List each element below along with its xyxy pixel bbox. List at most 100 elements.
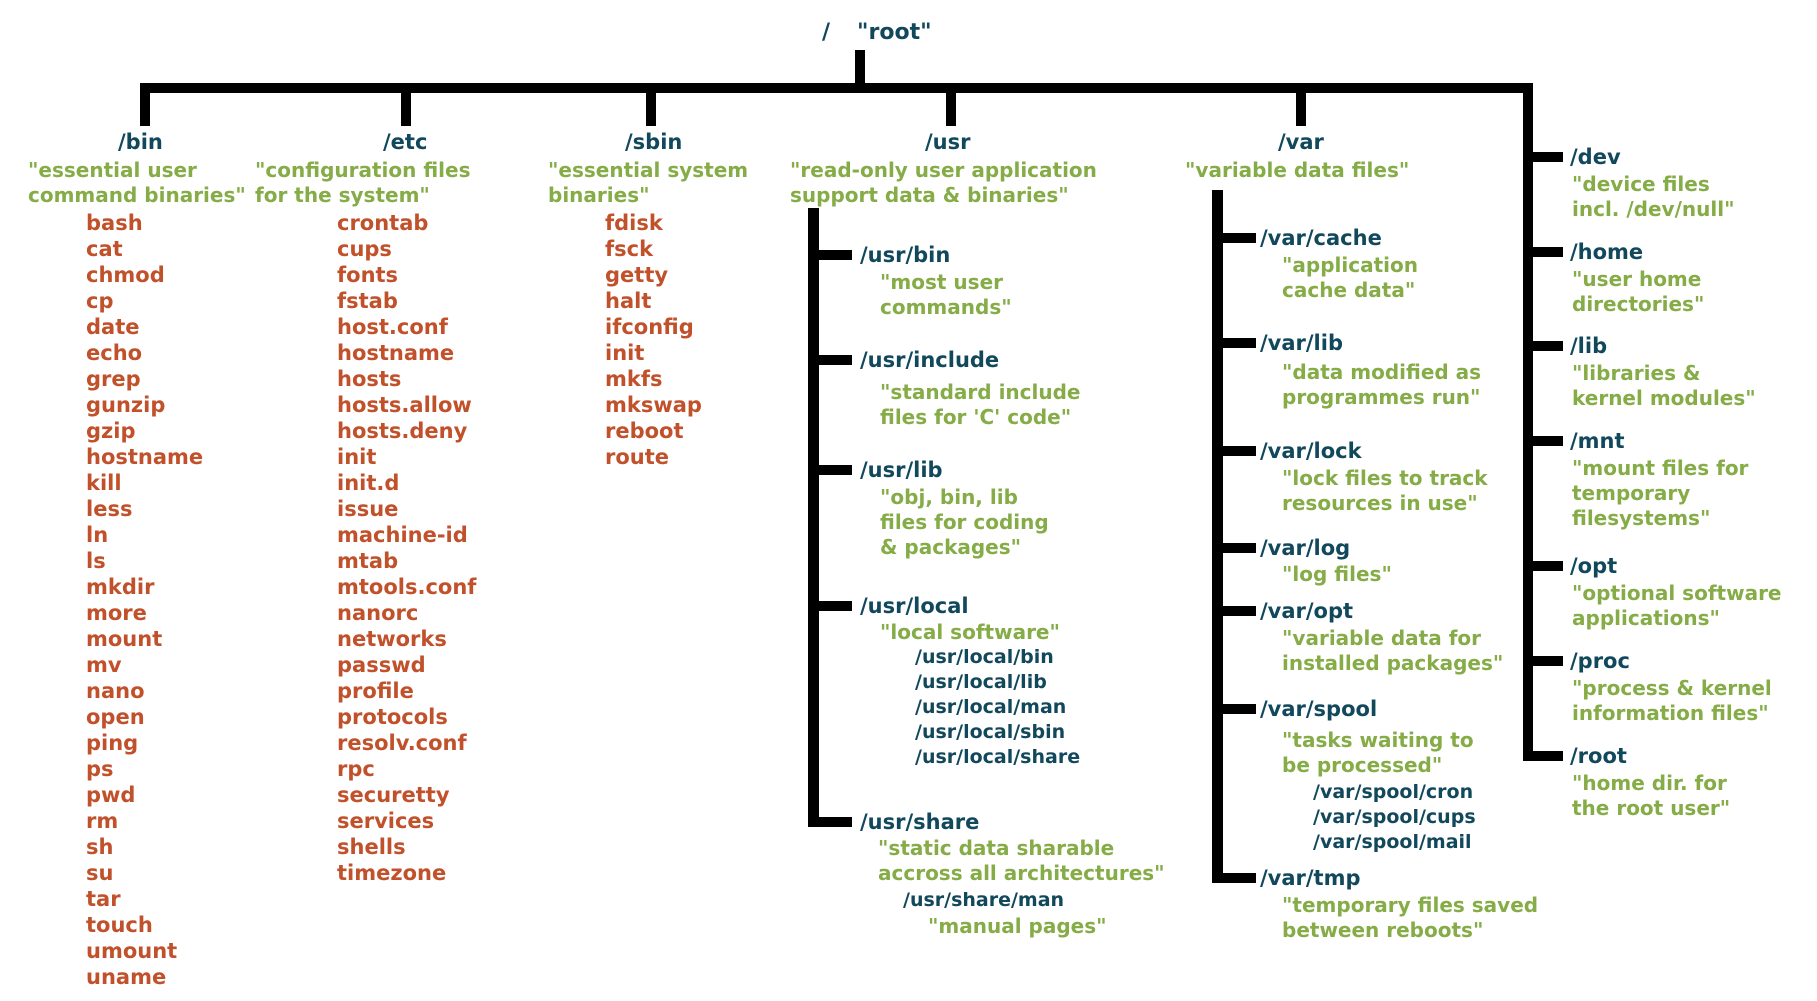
connector-drop-etc: [401, 93, 411, 126]
file-item: cups: [337, 237, 392, 261]
desc-line: "variable data for: [1282, 626, 1482, 650]
subpath-list-var-spool: /var/spool/cron/var/spool/cups/var/spool…: [1313, 780, 1476, 855]
file-item: networks: [337, 627, 447, 651]
file-list-sbin: fdisk fsck getty halt ifconfig init mkfs mkswap…: [605, 210, 702, 470]
file-list-bin: bash cat chmod cp date echo grep gunzip gzip host…: [86, 210, 203, 990]
file-item: shells: [337, 835, 406, 859]
subpath-item: /usr/local/sbin: [915, 721, 1066, 743]
file-item: init: [605, 341, 645, 365]
file-item: cat: [86, 237, 123, 261]
file-item: gzip: [86, 419, 136, 443]
dir-label-var-lock: /var/lock: [1260, 439, 1362, 463]
file-item: nanorc: [337, 601, 419, 625]
connector-usr-line: [808, 208, 819, 827]
desc-line: command binaries": [28, 183, 246, 207]
file-item: umount: [86, 939, 178, 963]
file-item: sh: [86, 835, 114, 859]
file-item: gunzip: [86, 393, 166, 417]
subpath-item: /usr/local/share: [915, 746, 1081, 768]
dir-desc-var-lock: "lock files to track resources in use": [1282, 466, 1488, 516]
dir-label-usr-share: /usr/share: [860, 810, 980, 834]
connector-tick-usr-lib: [808, 465, 852, 475]
connector-tick-home: [1523, 247, 1563, 257]
dir-label-etc: /etc: [383, 130, 428, 154]
connector-drop-sbin: [646, 93, 656, 126]
file-item: mkfs: [605, 367, 663, 391]
dir-label-var-opt: /var/opt: [1260, 599, 1354, 623]
file-item: getty: [605, 263, 669, 287]
file-item: less: [86, 497, 133, 521]
dir-desc-var-tmp: "temporary files saved between reboots": [1282, 893, 1538, 943]
desc-line: "log files": [1282, 562, 1392, 586]
subpath-item: /var/spool/cups: [1313, 806, 1476, 828]
subpath-item: /var/spool/mail: [1313, 831, 1472, 853]
dir-desc-sbin: "essential system binaries": [548, 158, 748, 208]
subpath-desc-usr-share: "manual pages": [928, 914, 1107, 939]
dir-label-mnt: /mnt: [1570, 429, 1625, 453]
file-item: mv: [86, 653, 122, 677]
desc-line: "local software": [880, 620, 1060, 644]
subpath-item: /var/spool/cron: [1313, 781, 1474, 803]
desc-line: "home dir. for: [1572, 771, 1727, 795]
desc-line: "lock files to track: [1282, 466, 1488, 490]
dir-label-root: /root: [1570, 744, 1627, 768]
dir-label-var-lib: /var/lib: [1260, 331, 1343, 355]
file-item: fsck: [605, 237, 654, 261]
file-item: hostname: [86, 445, 204, 469]
file-item: resolv.conf: [337, 731, 467, 755]
dir-label-usr-bin: /usr/bin: [860, 243, 951, 267]
desc-line: installed packages": [1282, 651, 1504, 675]
file-item: timezone: [337, 861, 447, 885]
connector-tick-mnt: [1523, 436, 1563, 446]
desc-line: temporary: [1572, 481, 1691, 505]
dir-desc-usr: "read-only user application support data …: [790, 158, 1097, 208]
dir-desc-etc: "configuration files for the system": [255, 158, 471, 208]
desc-line: files for coding: [880, 510, 1049, 534]
file-item: nano: [86, 679, 145, 703]
desc-line: "application: [1282, 253, 1419, 277]
dir-desc-usr-share: "static data sharable accross all archite…: [878, 836, 1165, 886]
file-item: mkswap: [605, 393, 702, 417]
dir-desc-home: "user home directories": [1572, 267, 1704, 317]
subpath-list-usr-local: /usr/local/bin/usr/local/lib/usr/local/m…: [915, 645, 1080, 770]
file-item: profile: [337, 679, 414, 703]
file-item: ping: [86, 731, 139, 755]
file-item: rm: [86, 809, 119, 833]
desc-line: resources in use": [1282, 491, 1478, 515]
desc-line: between reboots": [1282, 918, 1484, 942]
connector-top-bar: [140, 83, 1533, 93]
root-path-label: /: [822, 20, 831, 45]
connector-drop-usr: [946, 93, 956, 126]
dir-desc-root: "home dir. for the root user": [1572, 771, 1730, 821]
desc-line: "manual pages": [928, 914, 1107, 938]
file-item: fdisk: [605, 211, 663, 235]
dir-desc-var-log: "log files": [1282, 562, 1392, 587]
file-item: cp: [86, 289, 114, 313]
file-item: hostname: [337, 341, 455, 365]
dir-label-opt: /opt: [1570, 554, 1618, 578]
dir-desc-dev: "device files incl. /dev/null": [1572, 172, 1735, 222]
connector-tick-var-tmp: [1212, 873, 1256, 883]
file-item: date: [86, 315, 140, 339]
connector-tick-opt: [1523, 561, 1563, 571]
dir-desc-usr-lib: "obj, bin, lib files for coding & packages…: [880, 485, 1049, 560]
connector-tick-proc: [1523, 656, 1563, 666]
connector-tick-var-spool: [1212, 704, 1256, 714]
file-item: ls: [86, 549, 106, 573]
dir-desc-var-spool: "tasks waiting to be processed": [1282, 728, 1474, 778]
file-item: rpc: [337, 757, 375, 781]
file-item: fstab: [337, 289, 398, 313]
file-item: hosts: [337, 367, 402, 391]
connector-drop-var: [1296, 93, 1306, 126]
desc-line: information files": [1572, 701, 1769, 725]
connector-tick-lib: [1523, 341, 1563, 351]
dir-label-usr-lib: /usr/lib: [860, 458, 943, 482]
subpath-item: /usr/local/bin: [915, 646, 1054, 668]
connector-tick-dev: [1523, 152, 1563, 162]
file-item: ps: [86, 757, 114, 781]
dir-desc-opt: "optional software applications": [1572, 581, 1782, 631]
file-item: grep: [86, 367, 141, 391]
file-item: protocols: [337, 705, 448, 729]
file-item: bash: [86, 211, 143, 235]
desc-line: be processed": [1282, 753, 1443, 777]
